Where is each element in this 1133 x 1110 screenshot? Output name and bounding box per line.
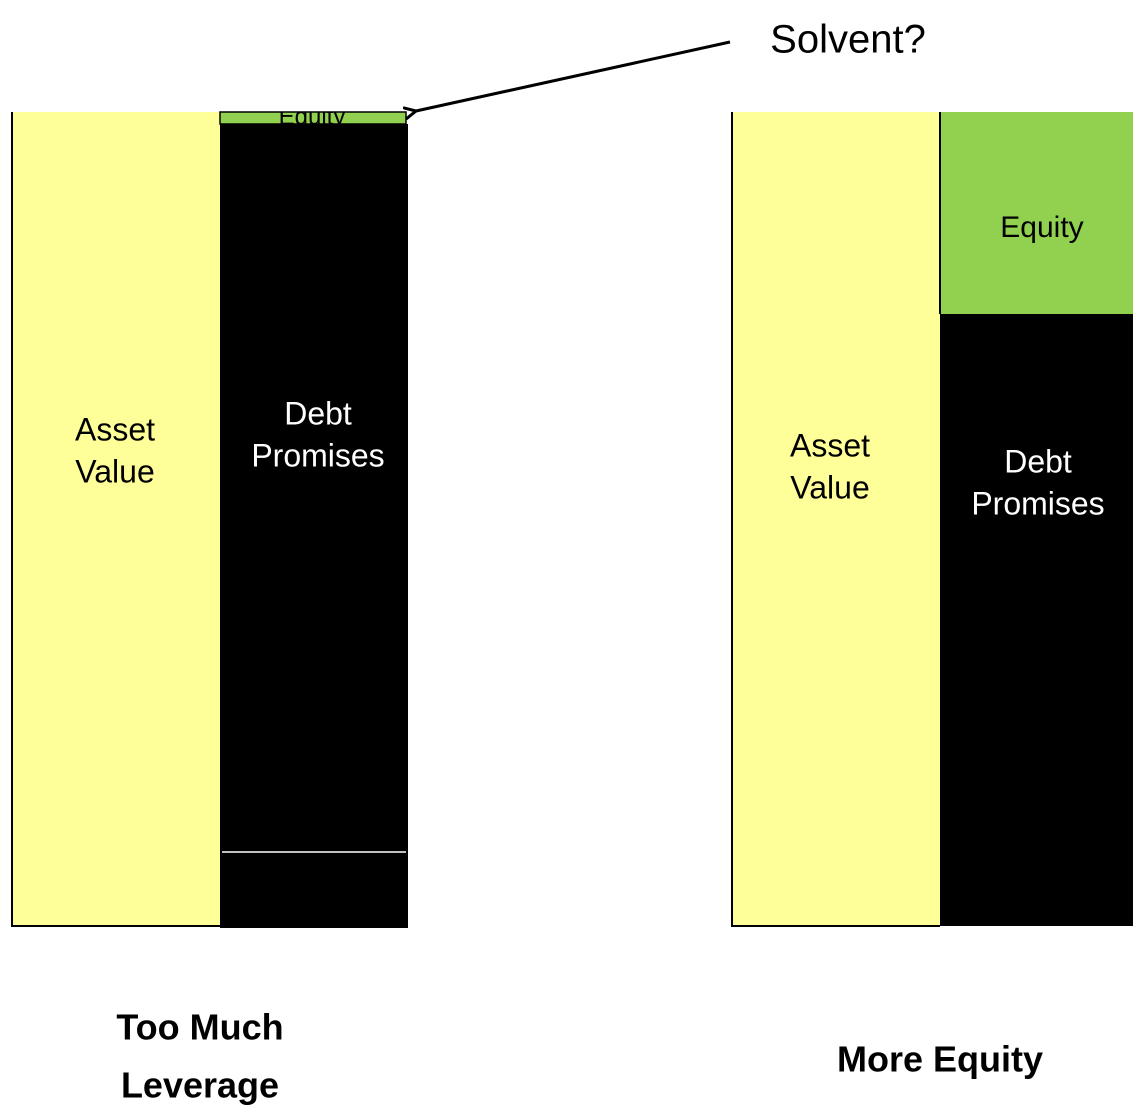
caption: Too Much	[116, 1007, 283, 1048]
debt-box	[220, 124, 408, 928]
debt-label: Promises	[971, 485, 1104, 521]
debt-label: Promises	[251, 437, 384, 473]
asset-box	[12, 112, 220, 926]
debt-box	[940, 314, 1133, 926]
callout-arrow	[416, 40, 731, 111]
asset-label: Value	[75, 453, 154, 489]
equity-label: Equity	[279, 103, 346, 130]
asset-label: Asset	[790, 427, 870, 463]
callout-label: Solvent?	[770, 18, 926, 62]
asset-label: Asset	[75, 411, 155, 447]
asset-label: Value	[790, 469, 869, 505]
caption: More Equity	[837, 1039, 1043, 1080]
equity-label: Equity	[1000, 211, 1083, 244]
asset-box	[732, 112, 940, 926]
equity-box	[940, 112, 1133, 314]
panel-left: Equity Asset Value Debt Promises Too Muc…	[11, 103, 408, 1106]
debt-label: Debt	[1004, 443, 1072, 479]
panel-right: Equity Asset Value Debt Promises More Eq…	[731, 112, 1133, 1080]
caption: Leverage	[121, 1065, 279, 1106]
debt-label: Debt	[284, 395, 352, 431]
